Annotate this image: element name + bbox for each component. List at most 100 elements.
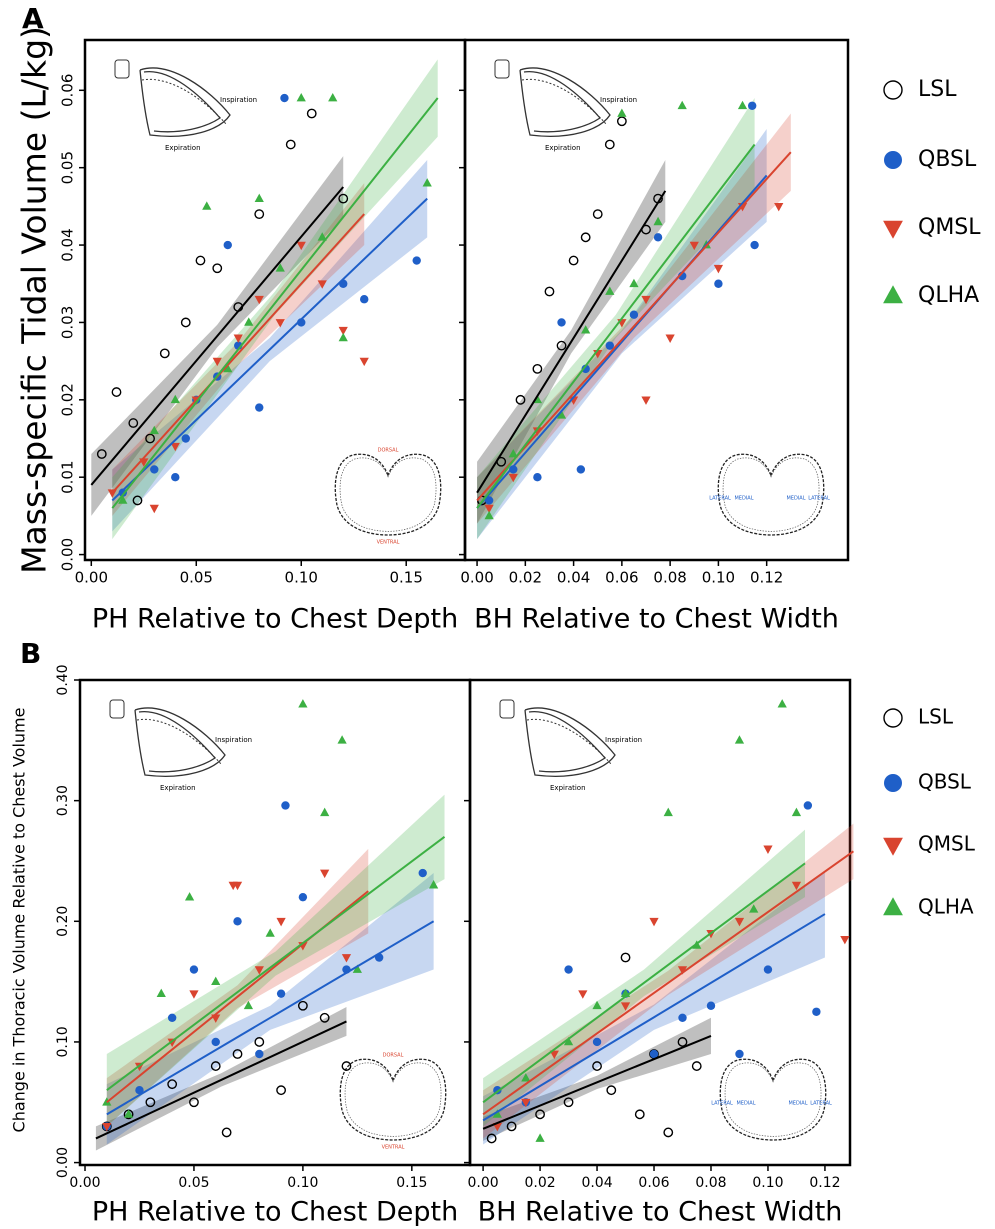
point — [338, 193, 349, 204]
confidence-band — [483, 823, 854, 1139]
section-inner — [722, 457, 820, 532]
point — [641, 295, 651, 305]
point — [763, 965, 773, 974]
point — [749, 904, 759, 913]
section-label: LATERAL — [810, 1101, 832, 1107]
point — [285, 139, 296, 150]
point — [319, 1012, 330, 1023]
point — [228, 881, 238, 891]
point — [167, 1013, 177, 1023]
legend-marker — [883, 220, 903, 239]
point — [734, 917, 745, 927]
point — [521, 1073, 531, 1082]
point — [592, 209, 603, 220]
y-tick-label: 0.03 — [59, 306, 77, 339]
point — [281, 801, 290, 810]
point — [338, 326, 348, 336]
x-tick-label: 0.06 — [638, 1175, 669, 1191]
legend-marker — [883, 708, 903, 728]
fit-line — [106, 920, 435, 1116]
point — [556, 340, 567, 351]
point — [306, 108, 317, 119]
point — [145, 433, 155, 444]
section-outline — [719, 1058, 827, 1141]
fit-line — [95, 1020, 347, 1140]
point — [359, 357, 369, 367]
point — [653, 233, 663, 242]
point — [189, 990, 199, 999]
fit-line — [482, 913, 826, 1122]
x-tick-label: 0.00 — [460, 569, 493, 587]
point — [774, 203, 784, 212]
handle-icon — [499, 699, 515, 719]
point — [508, 473, 518, 483]
confidence-band — [106, 848, 369, 1127]
x-tick-label: 0.08 — [653, 569, 686, 587]
x-tick-label: 0.10 — [752, 1175, 783, 1191]
x-tick-label: 0.02 — [524, 1175, 555, 1191]
point — [486, 1133, 497, 1144]
section-inner — [344, 1062, 442, 1137]
section-inner — [724, 1062, 822, 1137]
point — [557, 318, 566, 327]
point — [195, 255, 206, 266]
point — [328, 92, 338, 102]
point — [604, 139, 615, 150]
point — [791, 807, 802, 817]
point — [763, 845, 773, 854]
point — [297, 1000, 308, 1011]
confidence-band — [483, 829, 805, 1127]
point — [578, 990, 588, 999]
point — [296, 241, 306, 251]
point — [149, 425, 159, 435]
ribcage-dashed — [526, 718, 612, 765]
point — [170, 442, 180, 452]
point — [223, 363, 233, 373]
point — [556, 410, 567, 419]
x-tick-label: 0.12 — [809, 1175, 840, 1191]
fit-line — [106, 836, 446, 1091]
inset-section: LATERAL MEDIAL MEDIAL LATERAL — [711, 1058, 832, 1141]
ribcage-drawing — [524, 707, 616, 777]
point — [747, 101, 757, 110]
inset-ribcage: Inspiration Expiration — [494, 59, 637, 152]
point — [189, 1097, 199, 1108]
point — [180, 317, 191, 328]
point — [840, 936, 850, 945]
section-label: VENTRAL — [382, 1145, 405, 1151]
handle-icon — [114, 59, 130, 79]
point — [298, 892, 308, 902]
section-label: DORSAL — [378, 448, 399, 454]
point — [521, 1098, 531, 1108]
x-tick-label: 0.08 — [695, 1175, 726, 1191]
legend-label: QLHA — [918, 283, 979, 308]
y-axis-label: Mass-specific Tidal Volume (L/kg) — [15, 26, 54, 574]
point — [211, 976, 221, 985]
point — [123, 1109, 134, 1118]
point — [606, 1085, 617, 1096]
point — [581, 325, 591, 334]
point — [276, 1085, 287, 1096]
point — [677, 100, 687, 110]
legend-label: QLHA — [918, 895, 974, 919]
y-tick-label: 0.20 — [55, 906, 71, 937]
section-label: LATERAL — [808, 496, 830, 502]
point — [535, 1109, 545, 1120]
inset-label: Inspiration — [220, 96, 257, 104]
point — [706, 1001, 716, 1010]
confidence-band — [112, 159, 428, 532]
section-label: LATERAL — [711, 1101, 733, 1107]
point — [156, 988, 166, 998]
point — [212, 263, 223, 274]
point — [629, 278, 639, 288]
point — [320, 807, 330, 817]
legend-marker — [883, 285, 903, 304]
ribcage-drawing — [139, 67, 231, 137]
point — [170, 394, 180, 404]
x-tick-label: 0.06 — [605, 569, 638, 587]
y-tick-label: 0.06 — [59, 74, 77, 107]
fit-line — [476, 143, 756, 509]
section-label: VENTRAL — [377, 540, 400, 546]
point — [360, 295, 369, 304]
inset-label: Inspiration — [215, 736, 252, 744]
